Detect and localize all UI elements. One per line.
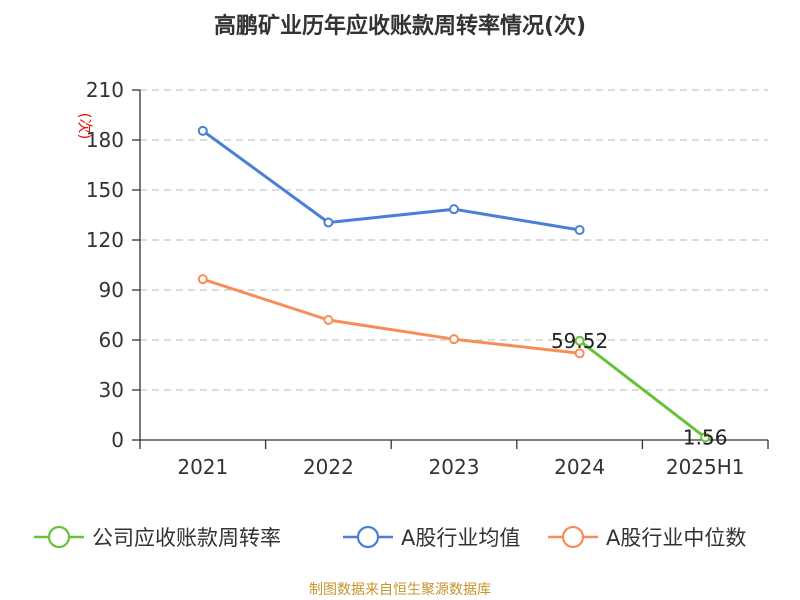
data-point	[449, 334, 459, 345]
legend-swatch-marker	[561, 525, 585, 549]
legend-label: A股行业均值	[401, 526, 520, 550]
chart-title: 高鹏矿业历年应收账款周转率情况(次)	[214, 13, 586, 39]
data-point	[700, 432, 711, 443]
series-line	[578, 339, 707, 439]
data-point	[323, 315, 334, 325]
y-axis-unit-label: (次)	[76, 113, 94, 140]
data-source-note: 制图数据来自恒生聚源数据库	[309, 582, 491, 598]
legend-label: 公司应收账款周转率	[92, 526, 281, 550]
series-line	[202, 277, 580, 355]
legend-swatch-marker	[47, 525, 71, 549]
x-tick-label: 2024	[554, 455, 605, 479]
data-point	[197, 125, 208, 136]
data-point	[323, 217, 334, 228]
x-tick-label: 2022	[303, 455, 354, 479]
data-point	[574, 335, 585, 346]
x-tick-label: 2025H1	[666, 455, 745, 479]
y-tick-label: 90	[99, 278, 124, 302]
data-point	[449, 204, 459, 215]
legend-swatch-marker	[356, 525, 380, 549]
x-tick-label: 2021	[177, 455, 228, 479]
data-label: 1.56	[683, 425, 728, 449]
data-label: 59.52	[551, 329, 608, 353]
x-tick-label: 2023	[429, 455, 480, 479]
y-tick-label: 150	[86, 178, 124, 202]
y-tick-label: 180	[86, 128, 124, 152]
y-tick-label: 30	[99, 378, 124, 402]
data-point	[574, 348, 585, 359]
y-tick-label: 60	[99, 328, 124, 352]
y-tick-label: 0	[111, 428, 124, 452]
y-tick-label: 120	[86, 228, 124, 252]
data-point	[197, 274, 208, 285]
data-point	[574, 225, 585, 235]
series-line	[201, 129, 580, 232]
legend-label: A股行业中位数	[606, 526, 746, 550]
y-tick-label: 210	[86, 78, 124, 102]
